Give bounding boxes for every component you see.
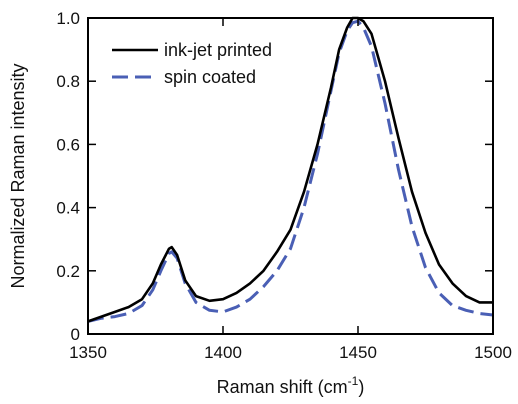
legend-label-1: ink-jet printed xyxy=(164,40,272,60)
y-tick-label: 0.2 xyxy=(56,262,80,281)
x-tick-label: 1500 xyxy=(474,343,512,362)
y-tick-label: 0 xyxy=(71,325,80,344)
ticks-layer: 1350 1400 1450 1500 0 0.2 0.4 0.6 0.8 1.0 xyxy=(56,9,512,362)
plot-frame xyxy=(87,17,494,335)
x-axis-title-close: ) xyxy=(358,377,364,397)
x-tick-label: 1400 xyxy=(204,343,242,362)
series-line-2 xyxy=(87,19,494,323)
y-tick-label: 1.0 xyxy=(56,9,80,28)
legend-label-2: spin coated xyxy=(164,67,256,87)
legend: ink-jet printed spin coated xyxy=(112,40,272,87)
x-tick-label: 1450 xyxy=(339,343,377,362)
x-axis-title: Raman shift (cm-1) xyxy=(217,374,365,397)
y-tick-label: 0.8 xyxy=(56,72,80,91)
series-line-1 xyxy=(87,16,493,323)
y-tick-label: 0.4 xyxy=(56,199,80,218)
x-axis-title-main: Raman shift (cm xyxy=(217,377,348,397)
y-tick-label: 0.6 xyxy=(56,135,80,154)
series-layer xyxy=(87,16,494,323)
y-axis-title: Normalized Raman intensity xyxy=(8,63,28,288)
x-tick-label: 1350 xyxy=(69,343,107,362)
x-axis-title-superscript: -1 xyxy=(348,374,359,388)
